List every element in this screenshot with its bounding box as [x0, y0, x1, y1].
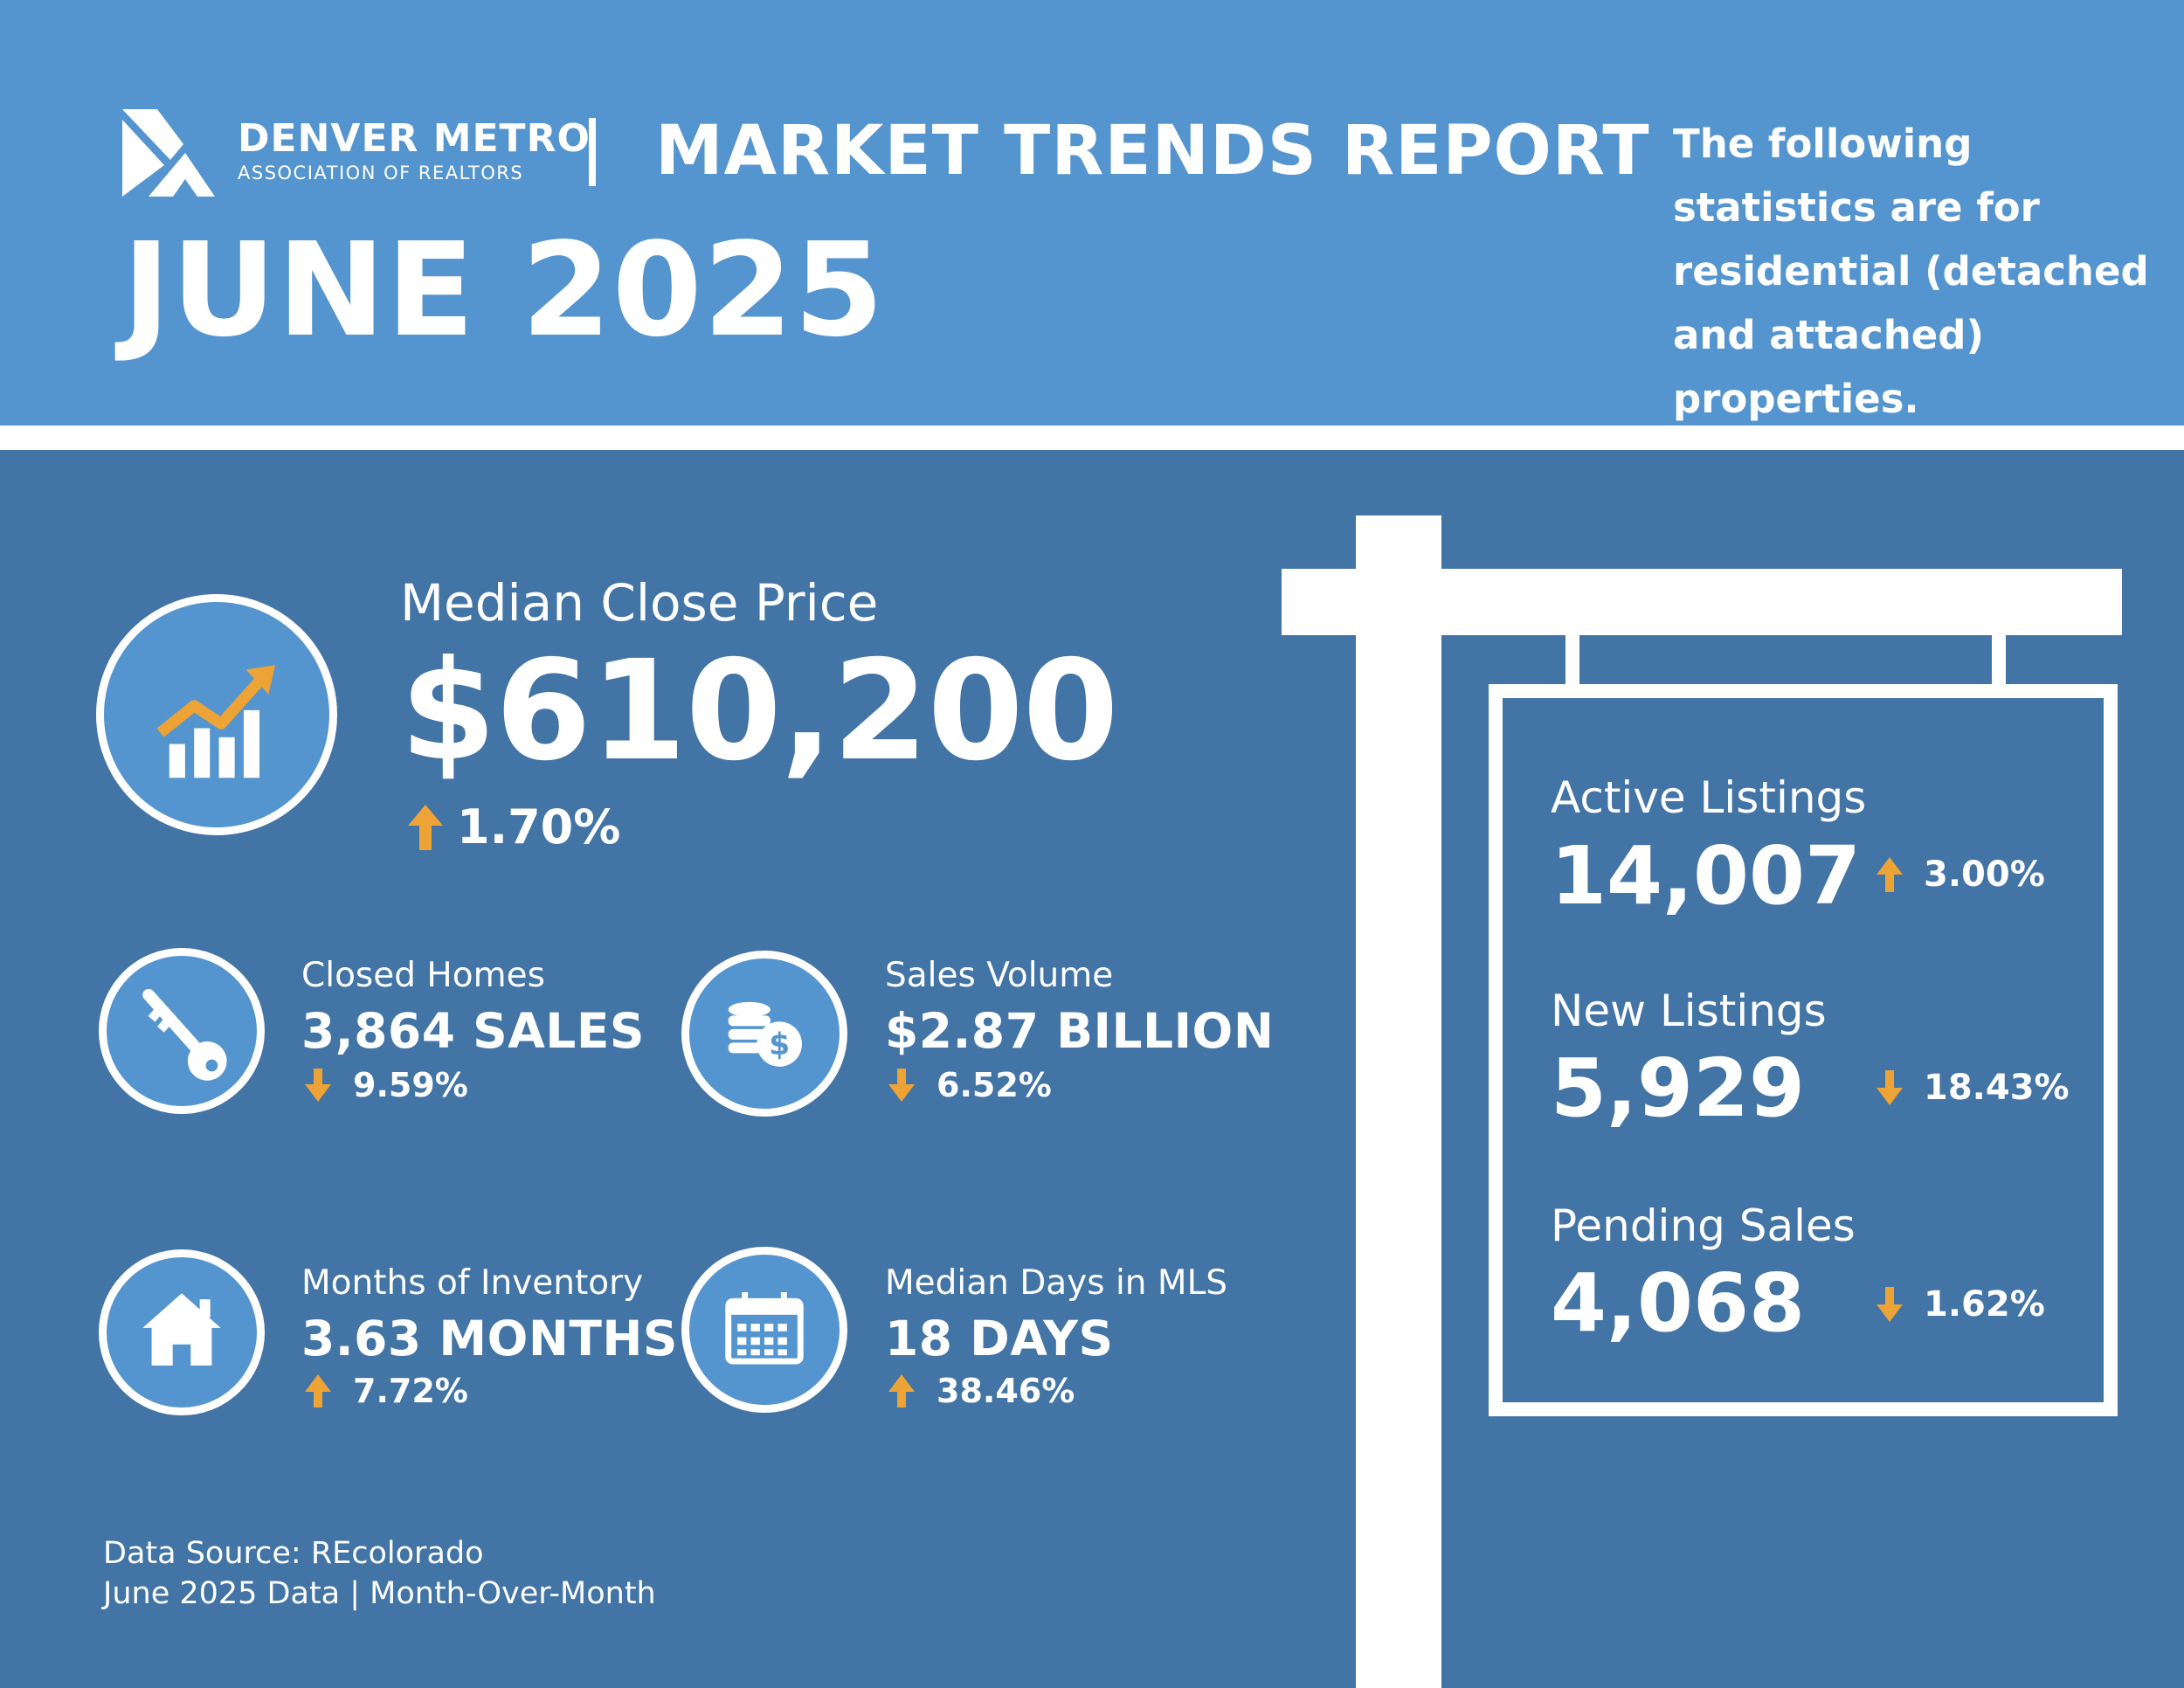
org-subtitle: ASSOCIATION OF REALTORS: [238, 163, 524, 183]
inventory-value: 3.63 MONTHS: [301, 1311, 679, 1366]
days-in-mls-value: 18 DAYS: [885, 1311, 1114, 1366]
closed-homes-badge: [99, 948, 265, 1114]
sign-arm: [1282, 569, 2122, 635]
arrow-up-icon: [305, 1374, 331, 1408]
header-divider: [0, 425, 2184, 450]
closed-homes-label: Closed Homes: [301, 956, 545, 995]
days-in-mls-badge: [681, 1247, 847, 1413]
coins-dollar-icon: $: [728, 1001, 802, 1067]
median-price-change: 1.70%: [406, 799, 620, 854]
arrow-down-icon: [305, 1069, 331, 1102]
active-listings-label: Active Listings: [1551, 772, 1867, 823]
pending-sales-label: Pending Sales: [1551, 1200, 1856, 1251]
inventory-change: 7.72%: [304, 1372, 468, 1410]
sales-volume-change-value: 6.52%: [936, 1066, 1052, 1104]
closed-homes-change: 9.59%: [304, 1066, 468, 1104]
median-price-label: Median Close Price: [400, 573, 879, 633]
new-listings-change-value: 18.43%: [1924, 1068, 2070, 1108]
active-listings-change: 3.00%: [1875, 854, 2045, 895]
arrow-down-icon: [1876, 1070, 1903, 1105]
house-icon: [142, 1293, 221, 1366]
new-listings-label: New Listings: [1551, 986, 1827, 1036]
days-in-mls-change: 38.46%: [888, 1372, 1075, 1410]
arrow-down-icon: [888, 1069, 915, 1102]
inventory-change-value: 7.72%: [353, 1372, 468, 1410]
sales-volume-badge: $: [681, 951, 847, 1117]
days-in-mls-label: Median Days in MLS: [885, 1263, 1228, 1303]
active-listings-value: 14,007: [1551, 829, 1862, 923]
property-note: The following statistics are for residen…: [1673, 121, 2149, 422]
sign-hook-left: [1565, 635, 1579, 684]
arrow-up-icon: [888, 1374, 915, 1408]
calendar-icon: [725, 1292, 804, 1365]
dmar-logo-icon: [122, 109, 215, 197]
arrow-down-icon: [1876, 1287, 1903, 1322]
pending-sales-change: 1.62%: [1875, 1284, 2045, 1325]
data-source: Data Source: REcolorado: [103, 1536, 484, 1571]
median-price-change-value: 1.70%: [457, 799, 621, 854]
bar-chart-trend-icon: [156, 665, 276, 778]
days-in-mls-change-value: 38.46%: [936, 1372, 1075, 1410]
closed-homes-value: 3,864 SALES: [301, 1003, 646, 1059]
arrow-up-icon: [1876, 857, 1903, 892]
sales-volume-value: $2.87 BILLION: [885, 1003, 1275, 1059]
pending-sales-value: 4,068: [1551, 1256, 1806, 1350]
data-period: June 2025 Data | Month-Over-Month: [103, 1576, 656, 1611]
sales-volume-label: Sales Volume: [885, 956, 1114, 995]
report-month: JUNE 2025: [122, 215, 885, 365]
header-banner: DENVER METRO ASSOCIATION OF REALTORS MAR…: [0, 0, 2184, 425]
active-listings-change-value: 3.00%: [1924, 854, 2045, 895]
new-listings-value: 5,929: [1551, 1041, 1806, 1135]
new-listings-change: 18.43%: [1875, 1068, 2070, 1108]
pending-sales-change-value: 1.62%: [1924, 1284, 2045, 1325]
title-separator: [589, 118, 596, 186]
sign-board: [1489, 684, 2118, 1416]
closed-homes-change-value: 9.59%: [353, 1066, 468, 1104]
inventory-badge: [99, 1249, 265, 1415]
report-title: MARKET TRENDS REPORT: [655, 112, 1650, 190]
sign-hook-right: [1992, 635, 2006, 684]
org-name: DENVER METRO: [238, 116, 591, 161]
svg-text:$: $: [769, 1027, 790, 1062]
inventory-label: Months of Inventory: [301, 1263, 644, 1303]
sign-post: [1356, 515, 1441, 1688]
arrow-up-icon: [408, 804, 443, 850]
median-price-badge: [96, 594, 337, 835]
key-icon: [142, 988, 227, 1081]
median-price-value: $610,200: [400, 631, 1119, 792]
sales-volume-change: 6.52%: [888, 1066, 1052, 1104]
